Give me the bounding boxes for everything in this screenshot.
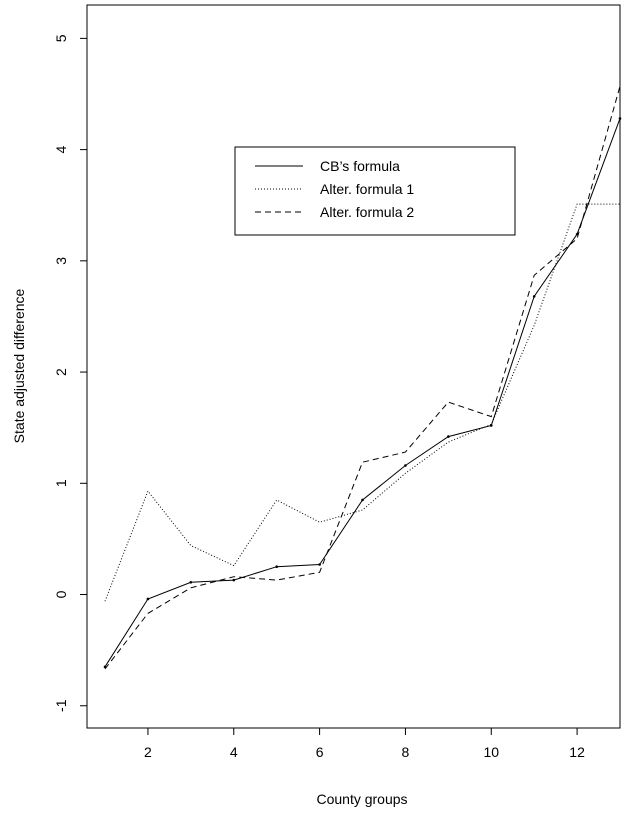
series-point [447, 435, 450, 438]
plot-frame [86, 4, 621, 729]
y-tick-label: 2 [53, 368, 69, 376]
series-point [404, 464, 407, 467]
x-tick-label: 4 [230, 744, 238, 760]
x-tick-label: 10 [483, 744, 499, 760]
x-axis-label: County groups [316, 791, 407, 807]
x-tick-label: 6 [316, 744, 324, 760]
x-tick-label: 12 [569, 744, 585, 760]
series-point [189, 580, 193, 584]
y-tick-label: 5 [53, 34, 69, 42]
series-point [275, 565, 278, 569]
y-tick-label: 0 [53, 590, 69, 598]
series-line-1 [104, 203, 620, 602]
series-line-2 [104, 86, 621, 670]
x-tick-label: 2 [144, 744, 152, 760]
x-tick-label: 8 [402, 744, 410, 760]
y-tick-label: 3 [53, 257, 69, 265]
legend-label-cb-formula: CB’s formula [320, 158, 400, 174]
series-point [532, 295, 536, 298]
y-tick-label: 4 [53, 145, 69, 153]
series-point [232, 578, 236, 582]
series-point [618, 117, 622, 120]
y-tick-label: -1 [53, 699, 69, 712]
legend-box [234, 146, 516, 236]
legend-label-alter-formula-2: Alter. formula 2 [320, 204, 414, 220]
legend-label-alter-formula-1: Alter. formula 1 [320, 181, 414, 197]
series-layer [103, 86, 622, 670]
series-point [361, 498, 364, 502]
legend: CB’s formula Alter. formula 1 Alter. for… [234, 146, 516, 236]
y-tick-label: 1 [53, 479, 69, 487]
y-axis: -1 0 1 2 3 4 5 [53, 34, 87, 712]
series-point [146, 597, 150, 601]
series-point [318, 563, 321, 566]
x-axis: 2 4 6 8 10 12 [144, 728, 585, 760]
y-axis-label: State adjusted difference [11, 288, 27, 443]
